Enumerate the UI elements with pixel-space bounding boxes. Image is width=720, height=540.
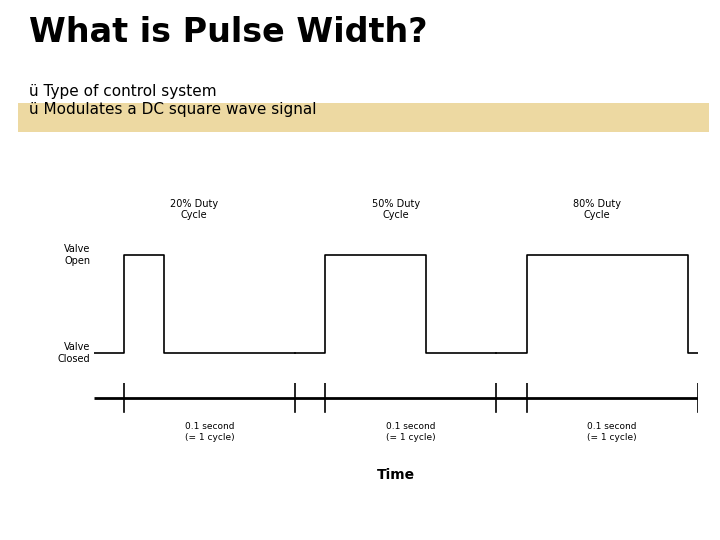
Text: Time: Time [377, 468, 415, 482]
Text: 20% Duty
Cycle: 20% Duty Cycle [170, 199, 218, 220]
Text: ü Type of control system: ü Type of control system [29, 84, 217, 99]
Text: 80% Duty
Cycle: 80% Duty Cycle [573, 199, 621, 220]
Text: 0.1 second
(= 1 cycle): 0.1 second (= 1 cycle) [184, 422, 234, 442]
Text: What is Pulse Width?: What is Pulse Width? [29, 16, 427, 49]
Text: 50% Duty
Cycle: 50% Duty Cycle [372, 199, 420, 220]
Text: 0.1 second
(= 1 cycle): 0.1 second (= 1 cycle) [588, 422, 637, 442]
Text: Valve
Closed: Valve Closed [58, 342, 91, 364]
Text: Valve
Open: Valve Open [64, 244, 91, 266]
FancyBboxPatch shape [18, 103, 709, 132]
Text: 0.1 second
(= 1 cycle): 0.1 second (= 1 cycle) [386, 422, 436, 442]
Text: ü Modulates a DC square wave signal: ü Modulates a DC square wave signal [29, 102, 316, 117]
